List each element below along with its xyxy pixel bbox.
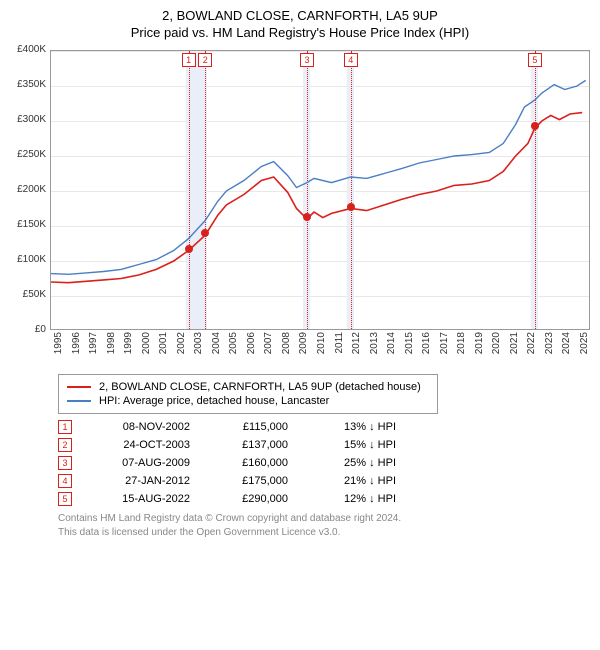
sales-row: 1 08-NOV-2002 £115,000 13% ↓ HPI	[58, 420, 590, 434]
sale-dot	[347, 203, 355, 211]
sales-table: 1 08-NOV-2002 £115,000 13% ↓ HPI 2 24-OCT-200…	[58, 420, 590, 506]
sales-row: 5 15-AUG-2022 £290,000 12% ↓ HPI	[58, 492, 590, 506]
x-tick-label: 2016	[421, 332, 432, 354]
y-tick-label: £250K	[8, 149, 46, 160]
x-tick-label: 1996	[71, 332, 82, 354]
sale-price: £160,000	[208, 457, 288, 469]
series-line	[51, 113, 582, 283]
x-tick-label: 2008	[281, 332, 292, 354]
sales-row: 2 24-OCT-2003 £137,000 15% ↓ HPI	[58, 438, 590, 452]
x-tick-label: 2010	[316, 332, 327, 354]
legend-swatch	[67, 400, 91, 402]
sale-index: 1	[58, 420, 72, 434]
x-tick-label: 2007	[263, 332, 274, 354]
legend-item: HPI: Average price, detached house, Lanc…	[67, 395, 429, 407]
x-tick-label: 2002	[176, 332, 187, 354]
x-tick-label: 2025	[579, 332, 590, 354]
sale-date: 24-OCT-2003	[90, 439, 190, 451]
x-tick-label: 2024	[561, 332, 572, 354]
legend-swatch	[67, 386, 91, 388]
footer-line: Contains HM Land Registry data © Crown c…	[58, 512, 590, 526]
x-tick-label: 1998	[106, 332, 117, 354]
sale-pct: 15% ↓ HPI	[306, 439, 396, 451]
page-subtitle: Price paid vs. HM Land Registry's House …	[10, 25, 590, 40]
sale-dot	[531, 122, 539, 130]
x-tick-label: 2018	[456, 332, 467, 354]
page-title: 2, BOWLAND CLOSE, CARNFORTH, LA5 9UP	[10, 8, 590, 23]
x-tick-label: 2013	[369, 332, 380, 354]
footer: Contains HM Land Registry data © Crown c…	[58, 512, 590, 539]
sale-dot	[303, 213, 311, 221]
plot-area: 12345	[50, 50, 590, 330]
x-tick-label: 1999	[123, 332, 134, 354]
x-tick-label: 2020	[491, 332, 502, 354]
x-tick-label: 1997	[88, 332, 99, 354]
y-tick-label: £50K	[8, 289, 46, 300]
sale-index: 5	[58, 492, 72, 506]
x-tick-label: 1995	[53, 332, 64, 354]
sale-pct: 12% ↓ HPI	[306, 493, 396, 505]
sale-price: £290,000	[208, 493, 288, 505]
y-tick-label: £350K	[8, 79, 46, 90]
sale-dot	[201, 229, 209, 237]
chart-container: 2, BOWLAND CLOSE, CARNFORTH, LA5 9UP Pri…	[0, 0, 600, 547]
x-tick-label: 2009	[298, 332, 309, 354]
x-tick-label: 2006	[246, 332, 257, 354]
x-tick-label: 2000	[141, 332, 152, 354]
legend-item: 2, BOWLAND CLOSE, CARNFORTH, LA5 9UP (de…	[67, 381, 429, 393]
x-tick-label: 2019	[474, 332, 485, 354]
legend-label: 2, BOWLAND CLOSE, CARNFORTH, LA5 9UP (de…	[99, 381, 421, 393]
x-tick-label: 2017	[439, 332, 450, 354]
x-tick-label: 2023	[544, 332, 555, 354]
sales-row: 3 07-AUG-2009 £160,000 25% ↓ HPI	[58, 456, 590, 470]
sale-price: £137,000	[208, 439, 288, 451]
y-tick-label: £400K	[8, 44, 46, 55]
legend: 2, BOWLAND CLOSE, CARNFORTH, LA5 9UP (de…	[58, 374, 438, 414]
series-line	[51, 80, 586, 274]
sale-pct: 13% ↓ HPI	[306, 421, 396, 433]
x-tick-label: 2001	[158, 332, 169, 354]
x-tick-label: 2015	[404, 332, 415, 354]
sale-dot	[185, 245, 193, 253]
sale-index: 3	[58, 456, 72, 470]
x-tick-label: 2004	[211, 332, 222, 354]
y-tick-label: £300K	[8, 114, 46, 125]
chart-area: 12345 £0£50K£100K£150K£200K£250K£300K£35…	[50, 50, 590, 330]
sale-price: £175,000	[208, 475, 288, 487]
sale-pct: 25% ↓ HPI	[306, 457, 396, 469]
x-tick-label: 2005	[228, 332, 239, 354]
x-tick-label: 2011	[334, 332, 345, 354]
legend-label: HPI: Average price, detached house, Lanc…	[99, 395, 329, 407]
x-tick-label: 2012	[351, 332, 362, 354]
x-tick-label: 2022	[526, 332, 537, 354]
x-tick-label: 2003	[193, 332, 204, 354]
sale-date: 07-AUG-2009	[90, 457, 190, 469]
y-tick-label: £200K	[8, 184, 46, 195]
sale-pct: 21% ↓ HPI	[306, 475, 396, 487]
y-tick-label: £150K	[8, 219, 46, 230]
sales-row: 4 27-JAN-2012 £175,000 21% ↓ HPI	[58, 474, 590, 488]
sale-date: 15-AUG-2022	[90, 493, 190, 505]
x-tick-label: 2014	[386, 332, 397, 354]
y-tick-label: £0	[8, 324, 46, 335]
sale-index: 2	[58, 438, 72, 452]
sale-date: 08-NOV-2002	[90, 421, 190, 433]
y-tick-label: £100K	[8, 254, 46, 265]
x-tick-label: 2021	[509, 332, 520, 354]
sale-price: £115,000	[208, 421, 288, 433]
sale-date: 27-JAN-2012	[90, 475, 190, 487]
sale-index: 4	[58, 474, 72, 488]
x-axis-labels: 1995 1996 1997 1998 1999 2000 2001 2002 2003 2004…	[50, 330, 590, 366]
footer-line: This data is licensed under the Open Gov…	[58, 526, 590, 540]
